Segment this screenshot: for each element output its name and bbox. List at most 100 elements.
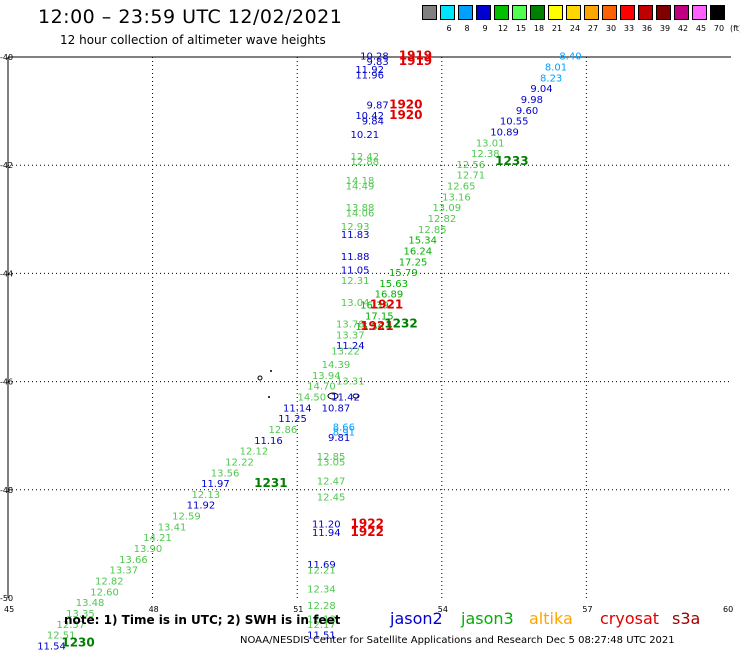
pass-time-label: 1922 [351, 517, 384, 531]
wave-height-value: 12.82 [428, 214, 457, 225]
pass-time-label: 1921 [360, 319, 393, 333]
wave-height-value: 8.66 [333, 422, 355, 433]
island-shape [268, 396, 270, 398]
wave-height-value: 11.14 [283, 403, 312, 414]
wave-height-value: 11.96 [355, 71, 384, 82]
wave-height-value: 15.56 [355, 322, 384, 333]
lat-label: -50 [0, 594, 13, 603]
note-text: note: 1) Time is in UTC; 2) SWH is in fe… [64, 613, 341, 627]
wave-height-value: 12.22 [225, 457, 254, 468]
wave-height-value: 9.87 [367, 100, 389, 111]
colorbar-swatch [566, 5, 581, 20]
wave-height-value: 12.17 [307, 620, 336, 631]
wave-height-value: 12.56 [457, 160, 486, 171]
wave-height-value: 12.85 [317, 452, 346, 463]
island-shape [327, 392, 339, 400]
colorbar-label: 36 [641, 24, 653, 33]
colorbar-swatch [584, 5, 599, 20]
pass-time-label: 1919 [399, 49, 432, 63]
lon-label: 54 [438, 605, 448, 614]
wave-height-value: 8.01 [545, 63, 567, 74]
wave-height-value: 8.91 [333, 428, 355, 439]
colorbar-swatch [530, 5, 545, 20]
wave-height-value: 9.60 [516, 106, 538, 117]
wave-height-value: 13.88 [346, 203, 375, 214]
wave-height-value: 8.40 [559, 52, 581, 63]
colorbar-label: 21 [551, 24, 563, 33]
wave-height-value: 11.92 [355, 65, 384, 76]
wave-height-value: 11.94 [312, 528, 341, 539]
legend-altika: altika [529, 609, 573, 628]
wave-height-value: 12.28 [307, 601, 336, 612]
colorbar-swatch [494, 5, 509, 20]
colorbar-label: 45 [695, 24, 707, 33]
wave-height-value: 13.78 [336, 320, 365, 331]
wave-height-value: 11.88 [341, 252, 370, 263]
colorbar-label: 18 [533, 24, 545, 33]
lon-label: 45 [4, 605, 14, 614]
pass-time-label: 1921 [370, 298, 403, 312]
wave-height-value: 13.16 [442, 192, 471, 203]
lat-label: -40 [0, 53, 13, 62]
wave-height-value: 11.24 [336, 341, 365, 352]
colorbar-label: 8 [464, 24, 470, 33]
wave-height-value: 12.47 [317, 476, 346, 487]
wave-height-value: 14.50 [297, 393, 326, 404]
colorbar-swatch [476, 5, 491, 20]
colorbar-label: 39 [659, 24, 671, 33]
colorbar-label: 27 [587, 24, 599, 33]
wave-height-value: 13.05 [317, 457, 346, 468]
wave-height-value: 10.42 [355, 111, 384, 122]
wave-height-value: 11.16 [254, 436, 283, 447]
lon-label: 48 [149, 605, 159, 614]
wave-height-value: 15.34 [408, 236, 437, 247]
wave-height-value: 12.13 [191, 490, 220, 501]
island-shape [257, 375, 263, 381]
wave-height-value: 12.93 [341, 222, 370, 233]
wave-height-value: 17.15 [365, 311, 394, 322]
wave-height-value: 12.31 [341, 276, 370, 287]
wave-height-value: 12.13 [307, 614, 336, 625]
colorbar-label: 30 [605, 24, 617, 33]
wave-height-value: 14.06 [346, 209, 375, 220]
colorbar-swatch [710, 5, 725, 20]
wave-height-value: 13.37 [109, 566, 138, 577]
wave-height-value: 13.09 [432, 203, 461, 214]
wave-height-value: 9.83 [367, 57, 389, 68]
wave-height-value: 9.84 [362, 117, 384, 128]
wave-height-value: 13.66 [119, 555, 148, 566]
wave-height-value: 13.22 [331, 347, 360, 358]
lon-label: 57 [582, 605, 592, 614]
colorbar-label: 24 [569, 24, 581, 33]
wave-height-value: 11.25 [278, 414, 307, 425]
wave-height-value: 10.89 [490, 127, 519, 138]
legend-cryosat: cryosat [600, 609, 660, 628]
wave-height-value: 12.57 [56, 620, 85, 631]
wave-height-value: 11.05 [341, 265, 370, 276]
pass-time-label: 1231 [254, 476, 287, 490]
pass-time-label: 1919 [399, 54, 432, 68]
wave-height-value: 13.48 [76, 598, 105, 609]
lon-label: 51 [293, 605, 303, 614]
wave-height-value: 12.38 [471, 149, 500, 160]
wave-height-value: 10.55 [500, 117, 529, 128]
wave-height-value: 13.41 [158, 522, 187, 533]
wave-height-value: 10.21 [350, 130, 379, 141]
wave-height-value: 11.97 [201, 479, 230, 490]
wave-height-value: 12.65 [447, 182, 476, 193]
colorbar-swatch [440, 5, 455, 20]
wave-height-value: 12.59 [172, 512, 201, 523]
wave-height-value: 14.18 [346, 176, 375, 187]
wave-height-value: 13.94 [312, 371, 341, 382]
colorbar-label: 42 [677, 24, 689, 33]
wave-height-value: 11.20 [312, 520, 341, 531]
colorbar-swatch [548, 5, 563, 20]
wave-height-value: 14.21 [143, 533, 172, 544]
wave-height-value: 9.81 [328, 433, 350, 444]
wave-height-value: 16.89 [375, 290, 404, 301]
wave-height-value: 14.49 [346, 182, 375, 193]
pass-time-label: 1920 [389, 108, 422, 122]
wave-height-value: 12.21 [307, 566, 336, 577]
wave-height-value: 13.35 [66, 609, 95, 620]
